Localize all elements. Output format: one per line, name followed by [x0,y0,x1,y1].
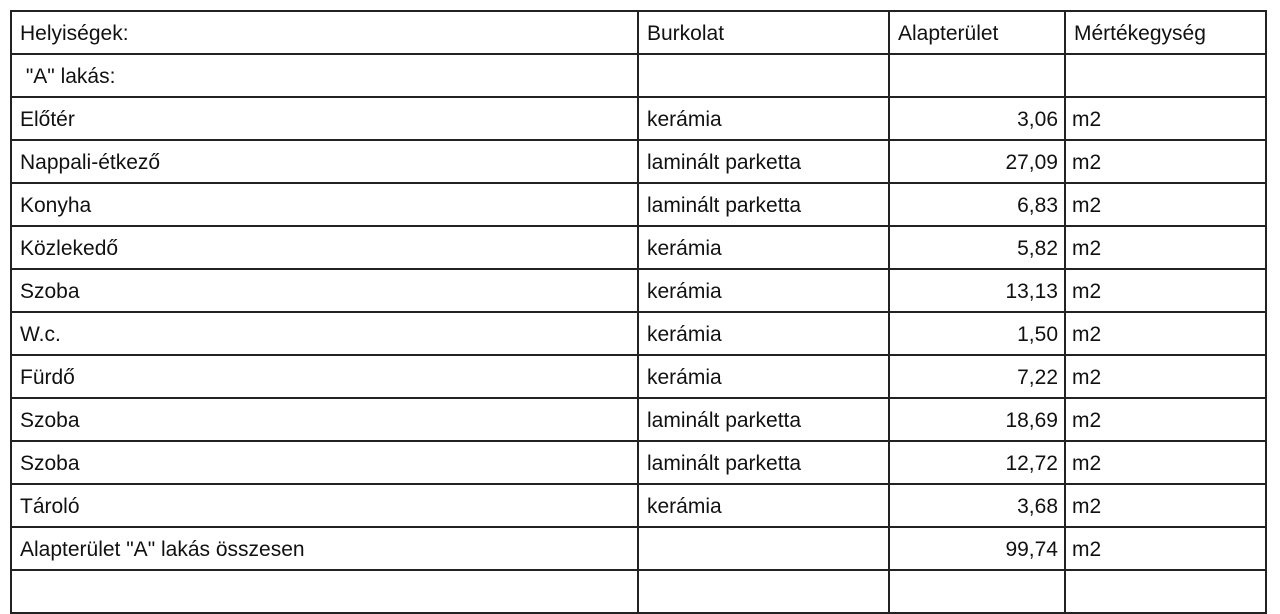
empty-cell [1064,53,1267,98]
empty-cell [637,569,890,614]
table-row: Nappali-étkező laminált parketta 27,09 m2 [10,139,1267,184]
flooring: laminált parketta [637,182,890,227]
total-row: Alapterület "A" lakás összesen 99,74 m2 [10,526,1267,571]
unit: m2 [1064,139,1267,184]
table-row: Szoba laminált parketta 18,69 m2 [10,397,1267,442]
unit: m2 [1064,526,1267,571]
area-value: 1,50 [888,311,1066,356]
unit: m2 [1064,182,1267,227]
empty-cell [1064,569,1267,614]
header-flooring: Burkolat [637,10,890,55]
room-name: Szoba [10,397,639,442]
room-name: Szoba [10,440,639,485]
flooring: laminált parketta [637,440,890,485]
flooring [637,526,890,571]
unit: m2 [1064,440,1267,485]
area-value: 3,06 [888,96,1066,141]
area-value: 18,69 [888,397,1066,442]
room-name: Fürdő [10,354,639,399]
room-name: Közlekedő [10,225,639,270]
header-rooms: Helyiségek: [10,10,639,55]
table-row: W.c. kerámia 1,50 m2 [10,311,1267,356]
room-name: Szoba [10,268,639,313]
section-label: "A" lakás: [10,53,639,98]
section-row: "A" lakás: [10,53,1267,98]
flooring: laminált parketta [637,397,890,442]
room-name: Konyha [10,182,639,227]
table-row: Előtér kerámia 3,06 m2 [10,96,1267,141]
empty-cell [888,569,1066,614]
area-value: 5,82 [888,225,1066,270]
area-value: 3,68 [888,483,1066,528]
unit: m2 [1064,354,1267,399]
room-name: Alapterület "A" lakás összesen [10,526,639,571]
area-value: 27,09 [888,139,1066,184]
flooring: kerámia [637,311,890,356]
empty-cell [10,569,639,614]
area-value: 13,13 [888,268,1066,313]
flooring: kerámia [637,268,890,313]
flooring: laminált parketta [637,139,890,184]
empty-cell [637,53,890,98]
header-area: Alapterület [888,10,1066,55]
area-value: 99,74 [888,526,1066,571]
table-row: Közlekedő kerámia 5,82 m2 [10,225,1267,270]
room-area-table: Helyiségek: Burkolat Alapterület Mértéke… [10,10,1267,614]
table-row: Tároló kerámia 3,68 m2 [10,483,1267,528]
unit: m2 [1064,483,1267,528]
unit: m2 [1064,397,1267,442]
table-row: Konyha laminált parketta 6,83 m2 [10,182,1267,227]
next-row [10,569,1267,614]
flooring: kerámia [637,354,890,399]
flooring: kerámia [637,96,890,141]
unit: m2 [1064,311,1267,356]
unit: m2 [1064,225,1267,270]
table-row: Szoba laminált parketta 12,72 m2 [10,440,1267,485]
area-value: 6,83 [888,182,1066,227]
header-row: Helyiségek: Burkolat Alapterület Mértéke… [10,10,1267,55]
flooring: kerámia [637,483,890,528]
unit: m2 [1064,96,1267,141]
area-value: 7,22 [888,354,1066,399]
flooring: kerámia [637,225,890,270]
room-name: Nappali-étkező [10,139,639,184]
room-name: Előtér [10,96,639,141]
table-row: Fürdő kerámia 7,22 m2 [10,354,1267,399]
table-row: Szoba kerámia 13,13 m2 [10,268,1267,313]
empty-cell [888,53,1066,98]
area-value: 12,72 [888,440,1066,485]
room-name: W.c. [10,311,639,356]
room-name: Tároló [10,483,639,528]
header-unit: Mértékegység [1064,10,1267,55]
unit: m2 [1064,268,1267,313]
